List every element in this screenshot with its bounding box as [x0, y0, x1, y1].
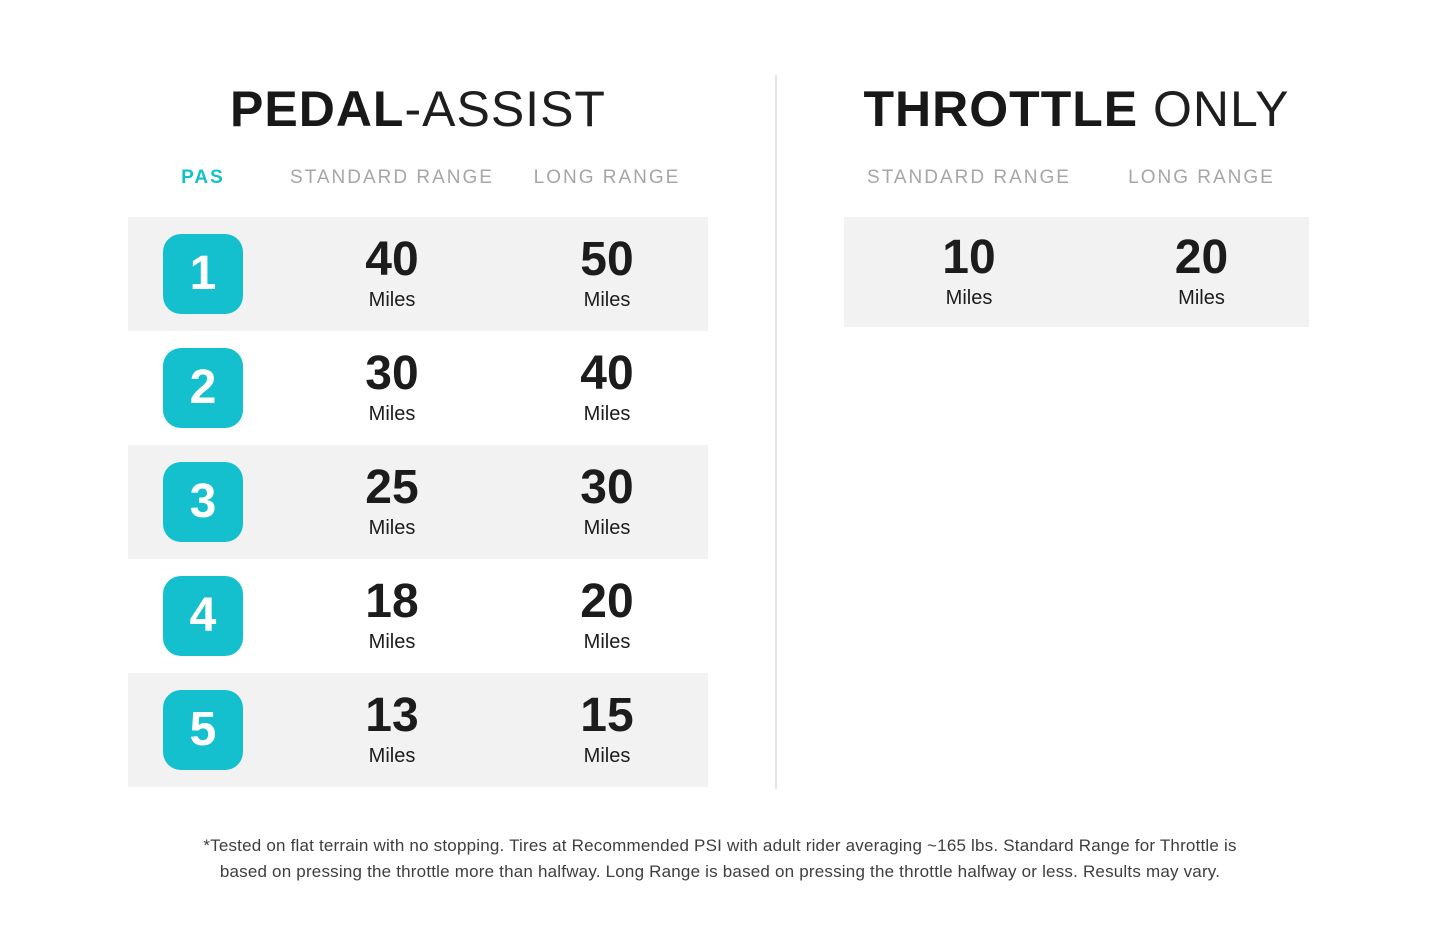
pas-badge-cell: 4: [128, 576, 278, 656]
table-row-pas-4: 4 18 Miles 20 Miles: [128, 559, 708, 673]
throttle-only-title-bold: THROTTLE: [863, 81, 1139, 137]
range-number: 20: [580, 575, 634, 628]
long-range-value: 20 Miles: [506, 578, 708, 654]
range-number: 25: [365, 461, 419, 514]
pas-badge-cell: 1: [128, 234, 278, 314]
miles-label: Miles: [368, 517, 416, 539]
range-number: 13: [365, 689, 419, 742]
miles-label: Miles: [583, 517, 631, 539]
section-divider: [775, 75, 777, 789]
miles-label: Miles: [368, 403, 416, 425]
range-number: 18: [365, 575, 419, 628]
column-header-pas: PAS: [181, 167, 225, 188]
table-row-pas-2: 2 30 Miles 40 Miles: [128, 331, 708, 445]
table-row-pas-5: 5 13 Miles 15 Miles: [128, 673, 708, 787]
range-number: 40: [365, 233, 419, 286]
pedal-assist-title-bold: PEDAL: [230, 81, 405, 137]
long-range-value: 20 Miles: [1094, 234, 1309, 310]
pas-badge-cell: 2: [128, 348, 278, 428]
standard-range-value: 18 Miles: [278, 578, 506, 654]
table-row-pas-3: 3 25 Miles 30 Miles: [128, 445, 708, 559]
pas-badge-cell: 3: [128, 462, 278, 542]
range-number: 20: [1174, 231, 1229, 284]
column-header-standard-range: STANDARD RANGE: [290, 167, 494, 188]
throttle-only-table: 10 Miles 20 Miles: [844, 217, 1309, 327]
miles-label: Miles: [368, 631, 416, 653]
column-header-standard-range: STANDARD RANGE: [867, 167, 1071, 188]
miles-label: Miles: [945, 287, 993, 309]
standard-range-value: 25 Miles: [278, 464, 506, 540]
footnote-line-1: *Tested on flat terrain with no stopping…: [203, 836, 1237, 855]
range-number: 10: [942, 231, 996, 284]
pas-level-badge: 3: [163, 462, 243, 542]
footnote-line-2: based on pressing the throttle more than…: [219, 862, 1221, 881]
standard-range-value: 30 Miles: [278, 350, 506, 426]
pas-level-badge: 4: [163, 576, 243, 656]
column-header-long-range: LONG RANGE: [1128, 167, 1275, 188]
miles-label: Miles: [583, 631, 631, 653]
miles-label: Miles: [583, 289, 631, 311]
pas-badge-cell: 5: [128, 690, 278, 770]
pedal-assist-title-light: -ASSIST: [404, 81, 606, 137]
standard-range-value: 40 Miles: [278, 236, 506, 312]
range-number: 40: [580, 347, 634, 400]
standard-range-value: 10 Miles: [844, 234, 1094, 310]
table-row-throttle: 10 Miles 20 Miles: [844, 217, 1309, 327]
pas-level-badge: 5: [163, 690, 243, 770]
long-range-value: 50 Miles: [506, 236, 708, 312]
pedal-assist-table: 1 40 Miles 50 Miles 2 30 Miles 40 Miles: [128, 217, 708, 787]
miles-label: Miles: [583, 745, 631, 767]
throttle-only-title: THROTTLE ONLY: [844, 84, 1309, 134]
range-number: 30: [580, 461, 634, 514]
miles-label: Miles: [368, 745, 416, 767]
long-range-value: 15 Miles: [506, 692, 708, 768]
column-header-long-range: LONG RANGE: [533, 167, 681, 188]
long-range-value: 40 Miles: [506, 350, 708, 426]
miles-label: Miles: [583, 403, 631, 425]
miles-label: Miles: [368, 289, 416, 311]
standard-range-value: 13 Miles: [278, 692, 506, 768]
range-number: 30: [365, 347, 419, 400]
pedal-assist-column-headers: PAS STANDARD RANGE LONG RANGE: [128, 167, 708, 189]
footnote: *Tested on flat terrain with no stopping…: [0, 833, 1440, 885]
range-number: 15: [580, 689, 634, 742]
miles-label: Miles: [1178, 287, 1225, 309]
pas-level-badge: 1: [163, 234, 243, 314]
long-range-value: 30 Miles: [506, 464, 708, 540]
throttle-only-column-headers: STANDARD RANGE LONG RANGE: [844, 167, 1309, 189]
table-row-pas-1: 1 40 Miles 50 Miles: [128, 217, 708, 331]
throttle-only-title-light: ONLY: [1138, 81, 1290, 137]
pedal-assist-title: PEDAL-ASSIST: [128, 84, 708, 134]
range-number: 50: [580, 233, 634, 286]
pas-level-badge: 2: [163, 348, 243, 428]
